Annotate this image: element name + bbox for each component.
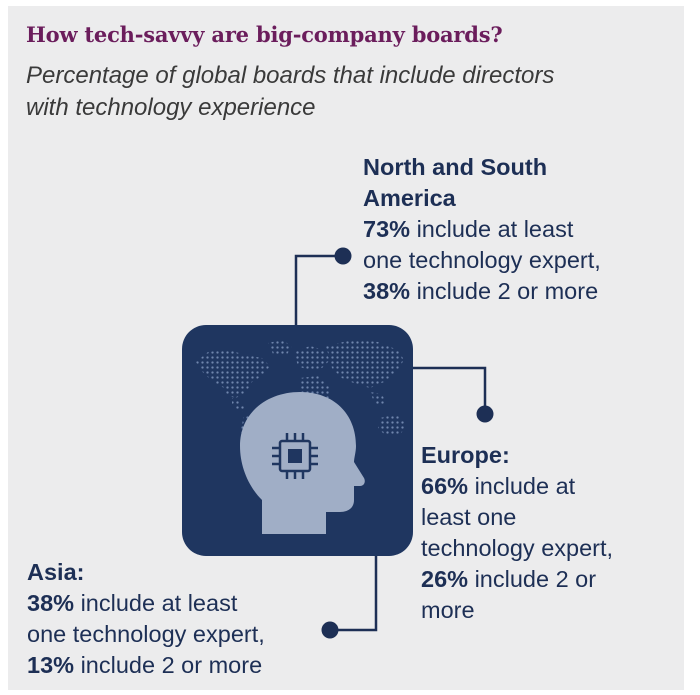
region-asia-name: Asia: — [27, 559, 85, 585]
americas-pct-two: 38% — [363, 278, 411, 304]
region-americas-name-2: America — [363, 185, 456, 211]
europe-stat-one: 66% include at — [421, 471, 613, 502]
connector-americas — [294, 254, 343, 325]
connector-dot-americas — [334, 247, 352, 265]
europe-stat-two: 26% include 2 or — [421, 564, 613, 595]
asia-pct-one: 38% — [27, 590, 75, 616]
connector-dot-asia — [321, 621, 339, 639]
europe-text-one-a: include at — [468, 473, 576, 499]
europe-text-one-c: technology expert, — [421, 535, 614, 561]
head-with-chip-icon — [240, 392, 365, 534]
americas-text-two: include 2 or more — [410, 278, 599, 304]
asia-text-one-b: one technology expert, — [27, 621, 265, 647]
region-americas: North and South America 73% include at l… — [363, 152, 601, 307]
americas-stat-two: 38% include 2 or more — [363, 276, 601, 307]
region-asia: Asia: 38% include at least one technolog… — [27, 557, 265, 681]
asia-text-one-a: include at least — [74, 590, 238, 616]
europe-text-two-a: include 2 or — [468, 566, 597, 592]
asia-text-two: include 2 or more — [74, 652, 263, 678]
americas-stat-one: 73% include at least — [363, 214, 601, 245]
europe-text-two-b: more — [421, 597, 475, 623]
europe-text-one-b: least one — [421, 504, 517, 530]
americas-text-one-b: one technology expert, — [363, 247, 601, 273]
region-americas-name-1: North and South — [363, 154, 548, 180]
asia-stat-two: 13% include 2 or more — [27, 650, 265, 681]
europe-pct-one: 66% — [421, 473, 469, 499]
connector-europe — [412, 366, 487, 414]
asia-stat-one: 38% include at least — [27, 588, 265, 619]
page-subtitle: Percentage of global boards that include… — [26, 62, 555, 121]
connector-asia — [330, 556, 378, 632]
page-title: How tech-savvy are big-company boards? — [26, 22, 503, 47]
americas-text-one-a: include at least — [410, 216, 574, 242]
region-europe-name: Europe: — [421, 442, 510, 468]
region-europe: Europe: 66% include at least one technol… — [421, 440, 613, 626]
asia-pct-two: 13% — [27, 652, 75, 678]
americas-pct-one: 73% — [363, 216, 411, 242]
europe-pct-two: 26% — [421, 566, 469, 592]
connector-dot-europe — [476, 405, 494, 423]
